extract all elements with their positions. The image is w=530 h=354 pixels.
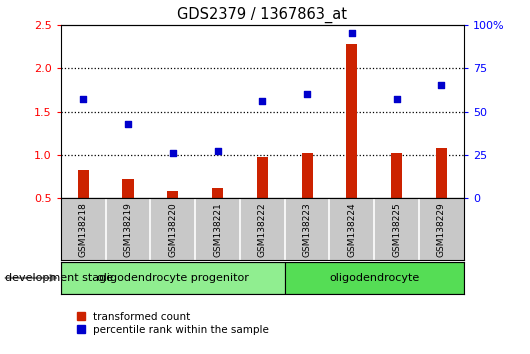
Bar <box>212 188 223 241</box>
Text: development stage: development stage <box>5 273 113 283</box>
Text: GSM138224: GSM138224 <box>347 202 356 257</box>
Point <box>348 30 356 36</box>
Point <box>392 97 401 102</box>
Text: GSM138229: GSM138229 <box>437 202 446 257</box>
Bar <box>167 191 179 241</box>
Text: oligodendrocyte: oligodendrocyte <box>329 273 419 283</box>
Point <box>124 121 132 126</box>
Text: GSM138221: GSM138221 <box>213 202 222 257</box>
Text: GSM138223: GSM138223 <box>303 202 312 257</box>
Point <box>303 91 311 97</box>
Text: GSM138218: GSM138218 <box>79 202 88 257</box>
Point <box>258 98 267 104</box>
Bar <box>391 153 402 241</box>
Bar <box>122 179 134 241</box>
Point <box>437 82 446 88</box>
Title: GDS2379 / 1367863_at: GDS2379 / 1367863_at <box>178 7 347 23</box>
Text: GSM138222: GSM138222 <box>258 202 267 257</box>
Bar <box>302 153 313 241</box>
Point <box>214 149 222 154</box>
Bar <box>78 170 89 241</box>
Point <box>79 97 87 102</box>
Bar <box>346 44 357 241</box>
Bar <box>436 148 447 241</box>
Bar <box>61 262 285 294</box>
Text: GSM138220: GSM138220 <box>169 202 178 257</box>
Legend: transformed count, percentile rank within the sample: transformed count, percentile rank withi… <box>77 312 269 335</box>
Bar <box>257 158 268 241</box>
Text: GSM138219: GSM138219 <box>123 202 132 257</box>
Bar <box>285 262 464 294</box>
Text: GSM138225: GSM138225 <box>392 202 401 257</box>
Point <box>169 150 177 156</box>
Text: oligodendrocyte progenitor: oligodendrocyte progenitor <box>97 273 249 283</box>
